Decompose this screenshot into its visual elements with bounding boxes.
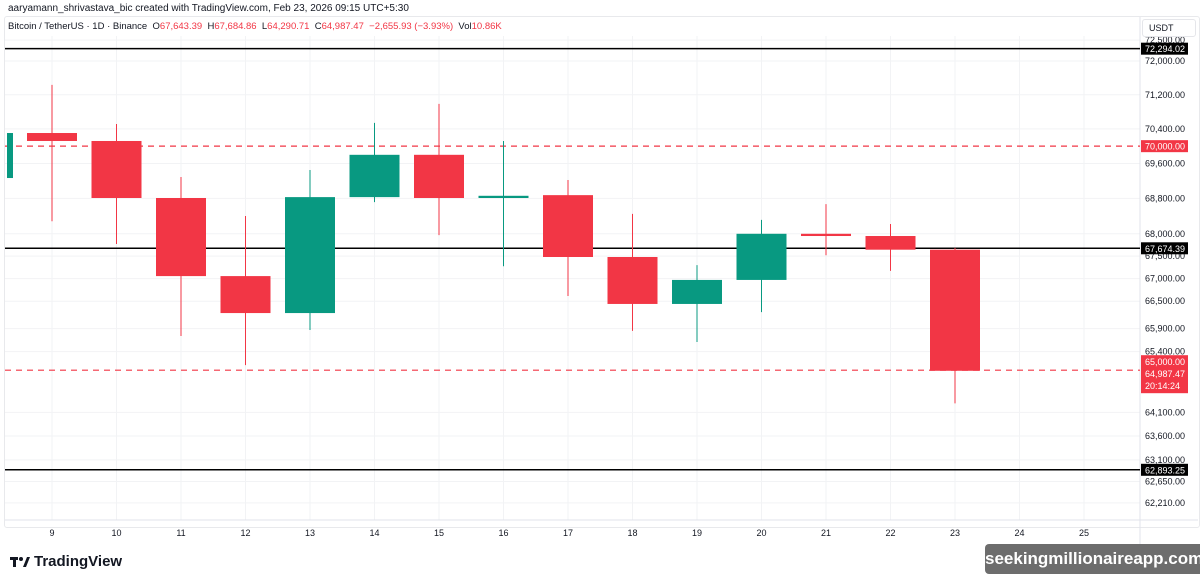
price-label-box [1141,42,1188,55]
time-tick-label: 13 [305,528,315,538]
price-tick-label: 70,400.00 [1145,124,1185,134]
last-price-label: 64,987.47 [1145,369,1185,379]
candle-bearish [91,140,142,198]
price-tick-label: 66,500.00 [1145,296,1185,306]
time-tick-label: 22 [885,528,895,538]
price-tick-label: 68,800.00 [1145,193,1185,203]
price-tick-label: 63,100.00 [1145,455,1185,465]
price-tick-label: 72,500.00 [1145,35,1185,45]
tradingview-logo[interactable]: TradingView [10,553,122,570]
volume-label: Vol [458,21,472,32]
price-tick-label: 65,400.00 [1145,347,1185,357]
time-tick-label: 16 [498,528,508,538]
candle-bullish [7,133,13,179]
time-tick-label: 15 [434,528,444,538]
price-level-label: 62,893.25 [1145,465,1185,475]
price-tick-label: 72,000.00 [1145,56,1185,66]
candle-bearish [801,233,851,237]
price-level-label: 72,294.02 [1145,44,1185,54]
time-tick-label: 10 [111,528,121,538]
price-tick-label: 65,900.00 [1145,324,1185,334]
volume-value: 10.86K [471,21,502,32]
ohlc-legend: Bitcoin / TetherUS · 1D · Binance O67,64… [8,21,502,32]
watermark: seekingmillionaireapp.com [985,544,1200,574]
time-tick-label: 23 [950,528,960,538]
price-tick-label: 67,000.00 [1145,274,1185,284]
currency-button[interactable]: USDT [1142,19,1196,37]
time-tick-label: 24 [1014,528,1024,538]
candlestick-chart[interactable]: 72,500.00 72,000.00 71,200.00 70,400.00 69,6… [0,0,1200,545]
time-tick-label: 19 [692,528,702,538]
candle-bullish [736,233,787,280]
low-value: 64,290.71 [267,21,310,32]
price-level-label: 65,000.00 [1145,357,1185,367]
close-value: 64,987.47 [321,21,364,32]
price-label-box [1141,140,1188,153]
last-price-label-box [1141,355,1188,394]
price-level-label: 70,000.00 [1145,142,1185,152]
candle-bearish [414,154,464,198]
high-label: H [207,21,215,32]
candle-bearish [220,276,271,314]
candle-bearish [543,195,593,257]
price-tick-label: 71,200.00 [1145,90,1185,100]
countdown-label: 20:14:24 [1145,381,1180,391]
price-tick-label: 64,100.00 [1145,407,1185,417]
candle-bullish [672,279,722,304]
time-tick-label: 21 [821,528,831,538]
candle-bearish [930,249,980,371]
time-tick-label: 9 [49,528,54,538]
candle-bullish [285,197,335,314]
candle-bearish [156,197,206,277]
candle-bearish [865,236,916,250]
price-tick-label: 62,650.00 [1145,477,1185,487]
time-tick-label: 14 [369,528,379,538]
symbol-label[interactable]: Bitcoin / TetherUS · 1D · Binance [8,21,148,32]
chart-credit: aaryamann_shrivastava_bic created with T… [8,3,409,14]
price-level-label: 67,674.39 [1145,244,1185,254]
time-tick-label: 17 [563,528,573,538]
candle-bullish [478,195,529,198]
time-tick-label: 11 [176,528,185,538]
price-tick-label: 63,600.00 [1145,431,1185,441]
open-value: 67,643.39 [159,21,203,32]
high-value: 67,684.86 [214,21,257,32]
price-tick-label: 69,600.00 [1145,158,1185,168]
tradingview-logo-icon [10,556,30,567]
open-label: O [152,21,160,32]
price-tick-label: 67,500.00 [1145,251,1185,261]
low-label: L [261,21,268,32]
price-tick-label: 68,000.00 [1145,229,1185,239]
candle-bearish [27,133,77,141]
price-label-box [1141,242,1188,255]
price-tick-label: 62,210.00 [1145,498,1185,508]
time-tick-label: 12 [240,528,250,538]
time-tick-label: 18 [627,528,637,538]
change-value: −2,655.93 (−3.93%) [369,21,454,32]
candle-bullish [349,154,400,198]
close-label: C [314,21,322,32]
time-tick-label: 25 [1079,528,1089,538]
price-label-box [1141,463,1188,476]
brand-name: TradingView [34,553,123,570]
time-tick-label: 20 [756,528,766,538]
candle-bearish [607,256,658,304]
